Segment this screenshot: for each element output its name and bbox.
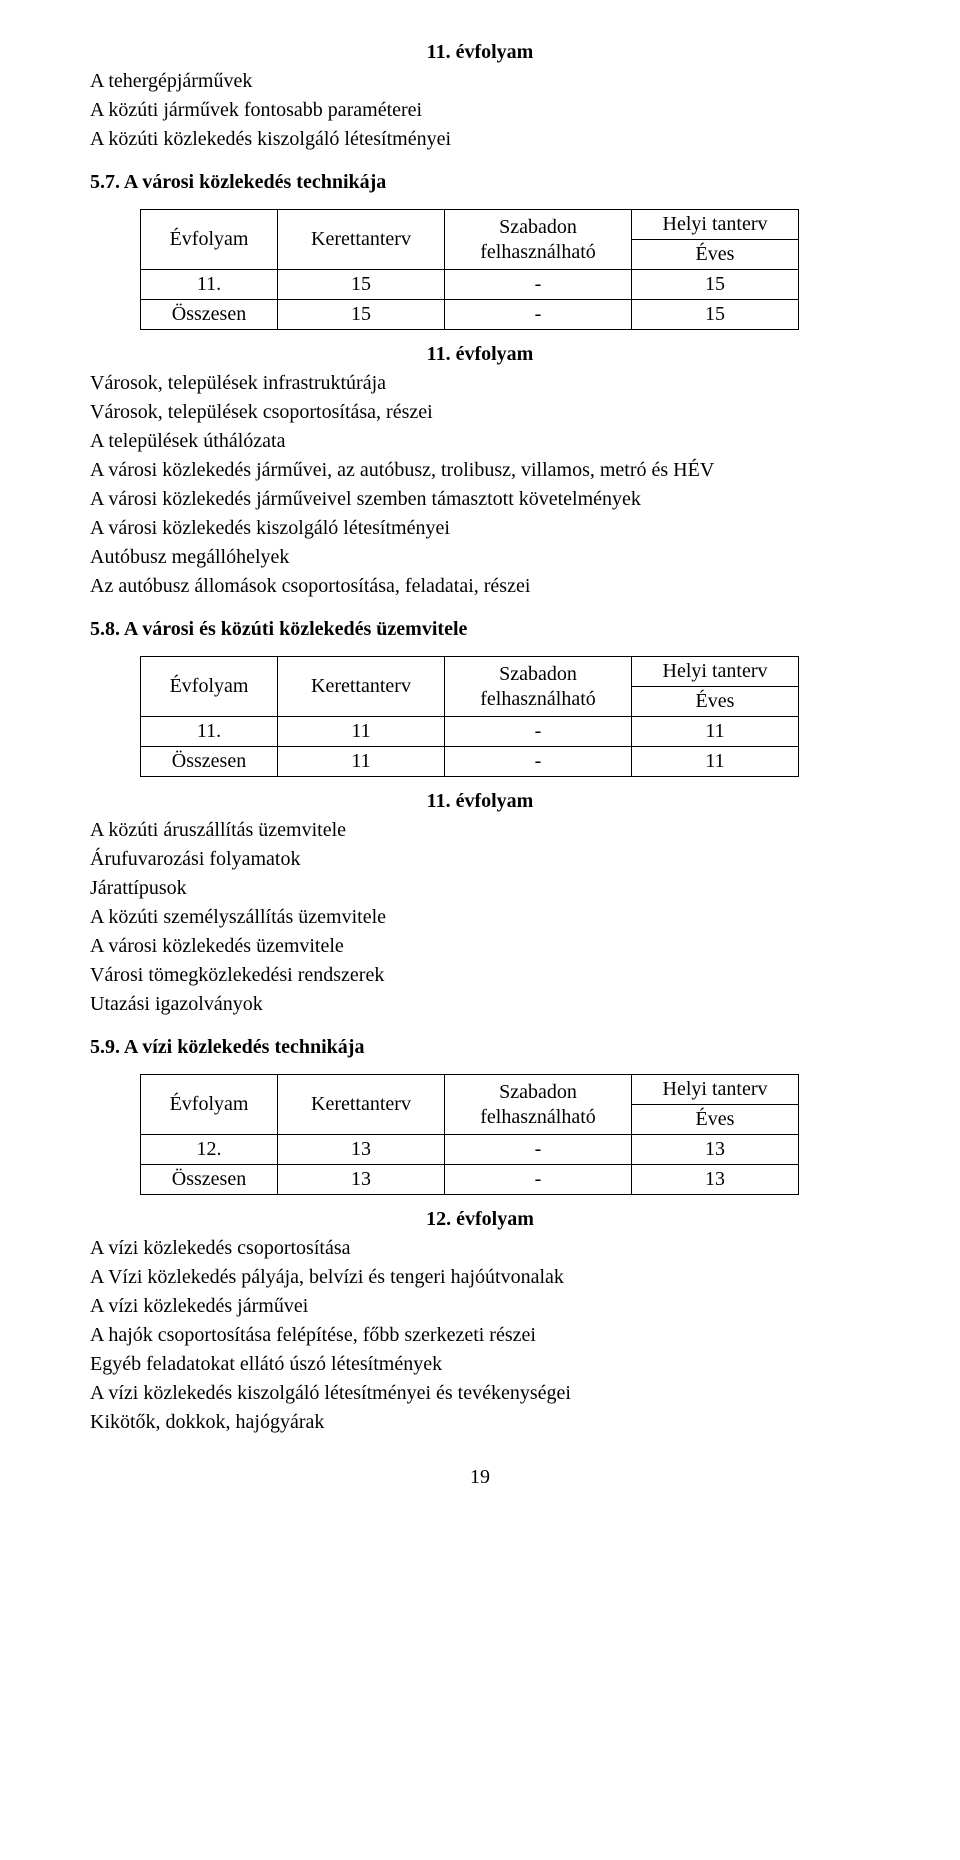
th-szabadon-l1: Szabadon: [453, 1080, 623, 1105]
th-szabadon-l2: felhasználható: [453, 1105, 623, 1130]
table-row: 12. 13 - 13: [141, 1135, 799, 1165]
list-3-4: A városi közlekedés üzemvitele: [90, 934, 870, 959]
table-5-9: Évfolyam Kerettanterv Szabadon felhaszná…: [140, 1074, 799, 1195]
th-evfolyam: Évfolyam: [141, 657, 278, 717]
list-4-3: A hajók csoportosítása felépítése, főbb …: [90, 1323, 870, 1348]
table-row: 11. 15 - 15: [141, 270, 799, 300]
year-heading-4: 12. évfolyam: [90, 1207, 870, 1232]
th-helyi: Helyi tanterv: [632, 210, 799, 240]
th-eves: Éves: [632, 687, 799, 717]
list-2-1: Városok, települések csoportosítása, rés…: [90, 400, 870, 425]
th-kerettanterv: Kerettanterv: [278, 1075, 445, 1135]
th-kerettanterv: Kerettanterv: [278, 657, 445, 717]
list-3-5: Városi tömegközlekedési rendszerek: [90, 963, 870, 988]
th-eves: Éves: [632, 1105, 799, 1135]
table-row: 11. 11 - 11: [141, 717, 799, 747]
th-kerettanterv: Kerettanterv: [278, 210, 445, 270]
list-2-4: A városi közlekedés járműveivel szemben …: [90, 487, 870, 512]
th-szabadon: Szabadon felhasználható: [445, 210, 632, 270]
table-5-7: Évfolyam Kerettanterv Szabadon felhaszná…: [140, 209, 799, 330]
list-4-6: Kikötők, dokkok, hajógyárak: [90, 1410, 870, 1435]
section-5-7-title: 5.7. A városi közlekedés technikája: [90, 170, 870, 195]
list-2-0: Városok, települések infrastruktúrája: [90, 371, 870, 396]
th-helyi: Helyi tanterv: [632, 1075, 799, 1105]
year-heading-2: 11. évfolyam: [90, 342, 870, 367]
list-2-7: Az autóbusz állomások csoportosítása, fe…: [90, 574, 870, 599]
list-4-1: A Vízi közlekedés pályája, belvízi és te…: [90, 1265, 870, 1290]
list-1-2: A közúti közlekedés kiszolgáló létesítmé…: [90, 127, 870, 152]
th-szabadon-l1: Szabadon: [453, 662, 623, 687]
list-3-2: Járattípusok: [90, 876, 870, 901]
list-2-6: Autóbusz megállóhelyek: [90, 545, 870, 570]
list-3-1: Árufuvarozási folyamatok: [90, 847, 870, 872]
table-row: Összesen 13 - 13: [141, 1165, 799, 1195]
list-3-3: A közúti személyszállítás üzemvitele: [90, 905, 870, 930]
th-szabadon: Szabadon felhasználható: [445, 1075, 632, 1135]
list-4-5: A vízi közlekedés kiszolgáló létesítmény…: [90, 1381, 870, 1406]
year-heading-3: 11. évfolyam: [90, 789, 870, 814]
section-5-9-title: 5.9. A vízi közlekedés technikája: [90, 1035, 870, 1060]
th-szabadon-l2: felhasználható: [453, 240, 623, 265]
list-1-0: A tehergépjárművek: [90, 69, 870, 94]
th-evfolyam: Évfolyam: [141, 210, 278, 270]
list-3-0: A közúti áruszállítás üzemvitele: [90, 818, 870, 843]
th-eves: Éves: [632, 240, 799, 270]
th-evfolyam: Évfolyam: [141, 1075, 278, 1135]
table-row: Összesen 11 - 11: [141, 747, 799, 777]
page-number: 19: [90, 1465, 870, 1490]
table-5-8: Évfolyam Kerettanterv Szabadon felhaszná…: [140, 656, 799, 777]
list-2-2: A települések úthálózata: [90, 429, 870, 454]
year-heading-1: 11. évfolyam: [90, 40, 870, 65]
th-szabadon: Szabadon felhasználható: [445, 657, 632, 717]
list-3-6: Utazási igazolványok: [90, 992, 870, 1017]
list-4-4: Egyéb feladatokat ellátó úszó létesítmén…: [90, 1352, 870, 1377]
section-5-8-title: 5.8. A városi és közúti közlekedés üzemv…: [90, 617, 870, 642]
table-row: Összesen 15 - 15: [141, 300, 799, 330]
list-2-3: A városi közlekedés járművei, az autóbus…: [90, 458, 870, 483]
list-4-0: A vízi közlekedés csoportosítása: [90, 1236, 870, 1261]
list-2-5: A városi közlekedés kiszolgáló létesítmé…: [90, 516, 870, 541]
th-szabadon-l1: Szabadon: [453, 215, 623, 240]
list-4-2: A vízi közlekedés járművei: [90, 1294, 870, 1319]
th-szabadon-l2: felhasználható: [453, 687, 623, 712]
th-helyi: Helyi tanterv: [632, 657, 799, 687]
list-1-1: A közúti járművek fontosabb paraméterei: [90, 98, 870, 123]
